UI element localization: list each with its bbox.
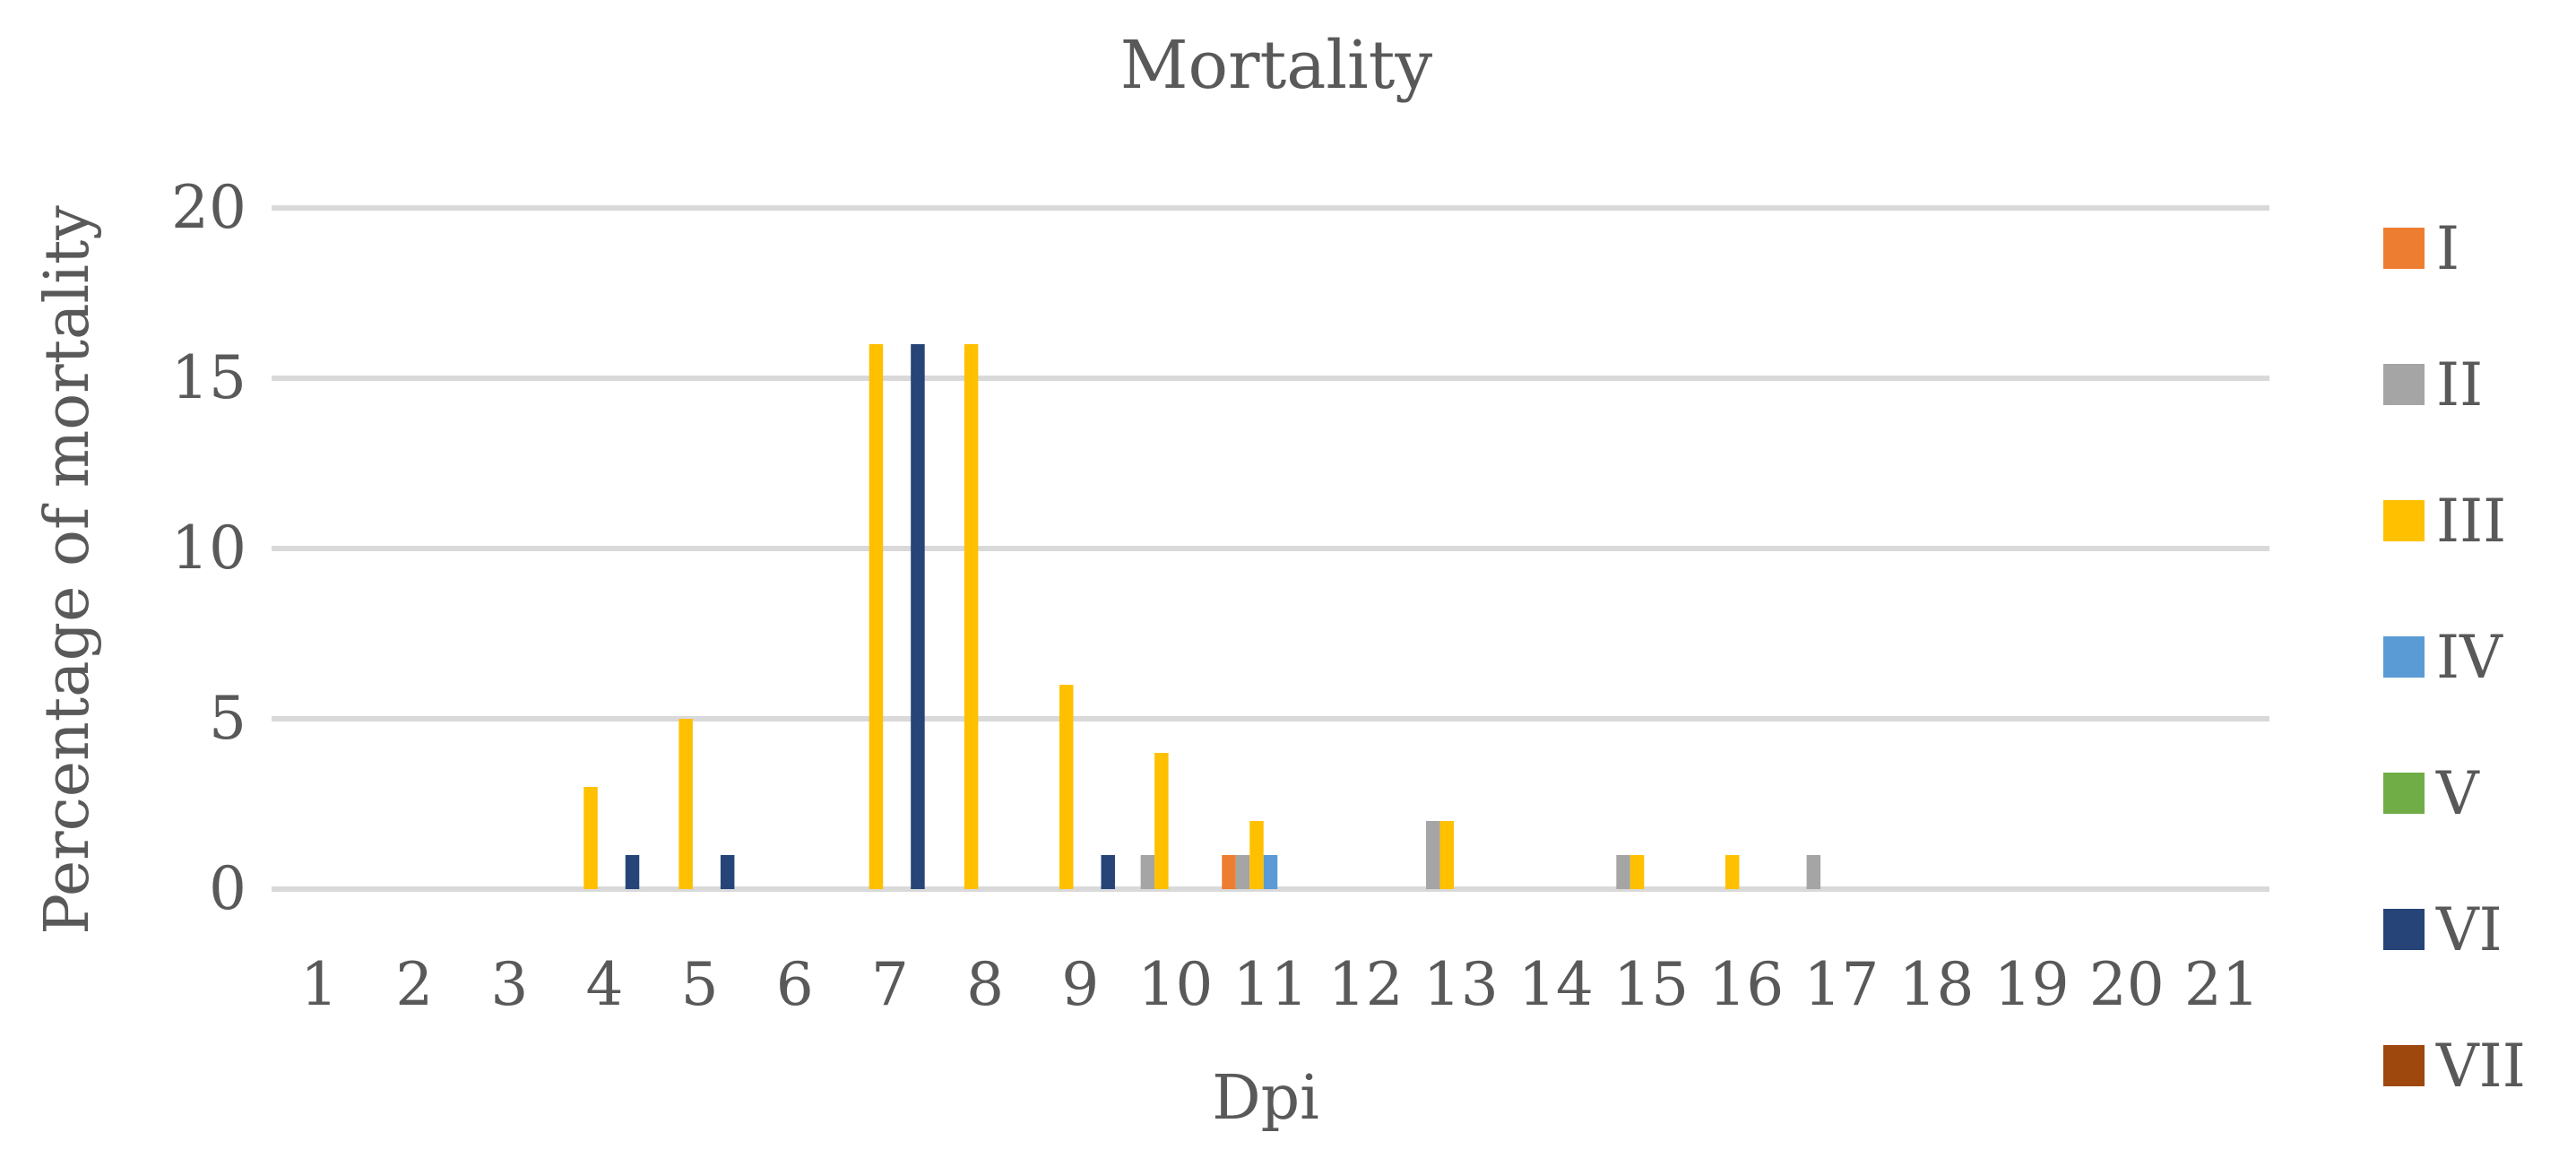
y-axis-ticks: 0 5 10 15 20: [171, 173, 246, 923]
x-tick-label: 14: [1518, 950, 1594, 1019]
bar-II-dpi-10: [1140, 855, 1155, 889]
bar-VI-dpi-9: [1101, 855, 1115, 889]
bar-III-dpi-10: [1154, 753, 1169, 889]
bar-III-dpi-9: [1059, 685, 1074, 889]
bar-III-dpi-8: [964, 344, 979, 889]
legend-swatch-IV: [2383, 636, 2425, 678]
x-tick-label: 10: [1137, 950, 1213, 1019]
y-tick-label: 20: [171, 173, 246, 242]
x-tick-label: 18: [1899, 950, 1975, 1019]
bar-VI-dpi-7: [911, 344, 925, 889]
legend-label-V: V: [2435, 759, 2480, 828]
bar-VI-dpi-5: [720, 855, 735, 889]
legend-label-IV: IV: [2436, 623, 2503, 692]
bar-III-dpi-11: [1249, 821, 1264, 889]
x-tick-label: 13: [1423, 950, 1499, 1019]
x-tick-label: 20: [2089, 950, 2165, 1019]
bar-II-dpi-17: [1806, 855, 1821, 889]
x-tick-label: 5: [681, 950, 719, 1019]
y-tick-label: 15: [171, 343, 246, 412]
legend-swatch-II: [2383, 364, 2425, 405]
legend-swatch-V: [2383, 773, 2425, 814]
bar-III-dpi-5: [679, 719, 693, 889]
x-tick-label: 3: [490, 950, 528, 1019]
bar-IV-dpi-11: [1263, 855, 1278, 889]
bar-II-dpi-13: [1426, 821, 1440, 889]
y-tick-label: 5: [209, 684, 246, 753]
legend-label-III: III: [2436, 487, 2506, 556]
x-tick-label: 15: [1613, 950, 1689, 1019]
x-tick-label: 4: [586, 950, 624, 1019]
legend-label-I: I: [2436, 214, 2459, 283]
bar-III-dpi-7: [869, 344, 884, 889]
bar-II-dpi-11: [1235, 855, 1250, 889]
legend-label-VII: VII: [2435, 1032, 2526, 1101]
chart-title: Mortality: [1120, 27, 1433, 104]
x-axis-ticks: 1 2 3 4 5 6 7 8 9 10 11 12 13 14 15 16 17 18 19 20 21: [300, 950, 2260, 1019]
legend-swatch-I: [2383, 228, 2425, 269]
x-tick-label: 7: [871, 950, 909, 1019]
legend-swatch-III: [2383, 500, 2425, 541]
legend-swatch-VII: [2383, 1045, 2425, 1086]
bars: [583, 344, 1821, 889]
x-tick-label: 21: [2184, 950, 2260, 1019]
gridlines: [272, 205, 2269, 892]
legend-label-VI: VI: [2435, 895, 2503, 964]
x-tick-label: 16: [1708, 950, 1784, 1019]
y-tick-label: 0: [209, 854, 246, 923]
x-tick-label: 2: [395, 950, 433, 1019]
legend-label-II: II: [2436, 350, 2483, 419]
bar-III-dpi-15: [1629, 855, 1645, 889]
y-tick-label: 10: [171, 514, 246, 583]
bar-III-dpi-13: [1439, 821, 1455, 889]
x-tick-label: 9: [1061, 950, 1099, 1019]
x-tick-label: 19: [1994, 950, 2070, 1019]
bar-VI-dpi-4: [625, 855, 640, 889]
x-tick-label: 12: [1328, 950, 1404, 1019]
x-tick-label: 8: [966, 950, 1004, 1019]
bar-I-dpi-11: [1222, 855, 1236, 889]
x-axis-label: Dpi: [1212, 1063, 1319, 1134]
bar-III-dpi-4: [583, 787, 598, 889]
y-axis-label: Percentage of mortality: [32, 205, 103, 935]
x-tick-label: 17: [1803, 950, 1879, 1019]
bar-III-dpi-16: [1725, 855, 1740, 889]
x-tick-label: 11: [1233, 950, 1309, 1019]
legend-swatch-VI: [2383, 909, 2425, 950]
x-tick-label: 6: [776, 950, 814, 1019]
x-tick-label: 1: [300, 950, 338, 1019]
bar-II-dpi-15: [1616, 855, 1630, 889]
